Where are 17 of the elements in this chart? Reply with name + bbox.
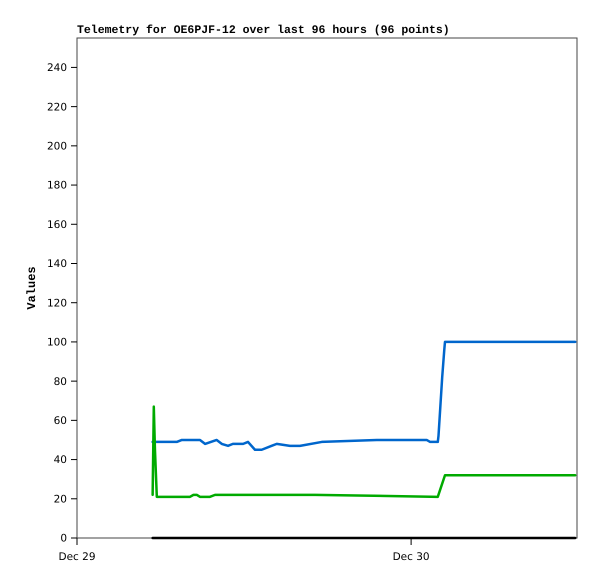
chart-title: Telemetry for OE6PJF-12 over last 96 hours (96 points) <box>77 24 450 37</box>
y-axis-title: Values <box>25 266 39 310</box>
x-tick-label: Dec 29 <box>58 551 96 563</box>
y-tick-label: 80 <box>54 376 67 388</box>
y-tick-label: 200 <box>46 140 67 153</box>
y-tick-label: 220 <box>46 101 67 114</box>
y-tick-label: 120 <box>46 297 67 310</box>
y-tick-label: 180 <box>46 180 67 192</box>
y-tick-label: 240 <box>46 62 67 74</box>
y-tick-label: 140 <box>46 258 67 270</box>
y-tick-label: 0 <box>60 532 67 545</box>
y-tick-label: 160 <box>46 218 67 231</box>
y-tick-label: 20 <box>54 493 67 506</box>
y-tick-label: 100 <box>46 336 67 349</box>
y-tick-label: 60 <box>54 415 67 428</box>
x-tick-label: Dec 30 <box>392 551 430 563</box>
y-tick-label: 40 <box>54 454 67 466</box>
